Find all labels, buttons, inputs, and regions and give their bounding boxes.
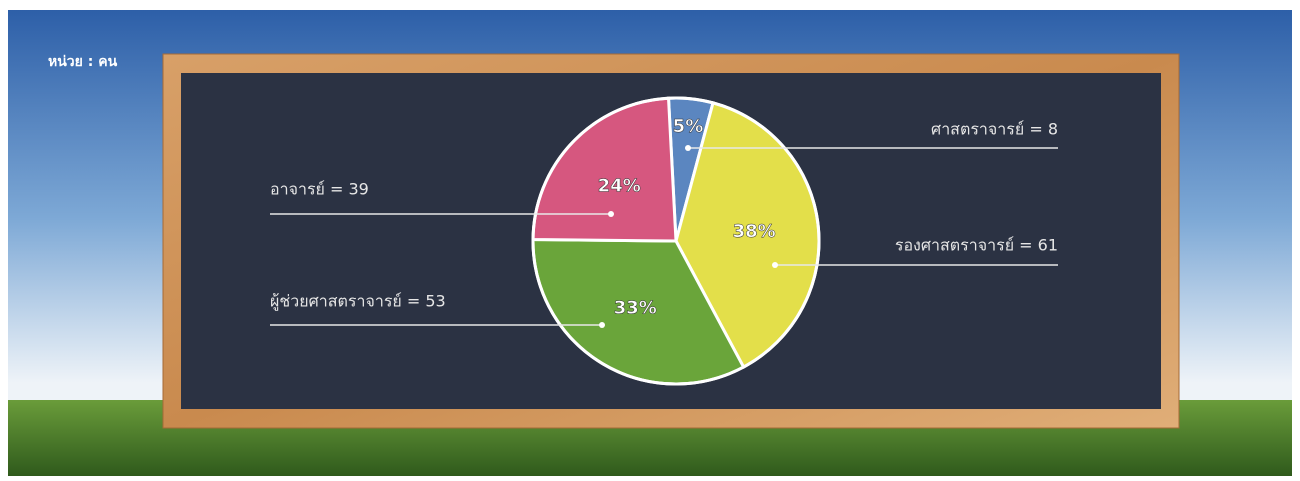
leader-dot	[772, 262, 778, 268]
category-label: ศาสตราจารย์ = 8	[931, 120, 1058, 139]
category-label: ผู้ช่วยศาสตราจารย์ = 53	[270, 292, 446, 312]
slice-percent-label: 33%	[614, 297, 657, 318]
slice-percent-label: 38%	[733, 221, 776, 242]
leader-dot	[685, 145, 691, 151]
category-label: รองศาสตราจารย์ = 61	[895, 236, 1058, 255]
unit-label: หน่วย : คน	[48, 54, 118, 70]
pie-outline	[531, 96, 821, 386]
slice-percent-label: 24%	[598, 176, 641, 197]
category-label: อาจารย์ = 39	[270, 180, 369, 199]
leader-dot	[608, 211, 614, 217]
leader-dot	[599, 322, 605, 328]
slice-percent-label: 5%	[673, 116, 704, 137]
